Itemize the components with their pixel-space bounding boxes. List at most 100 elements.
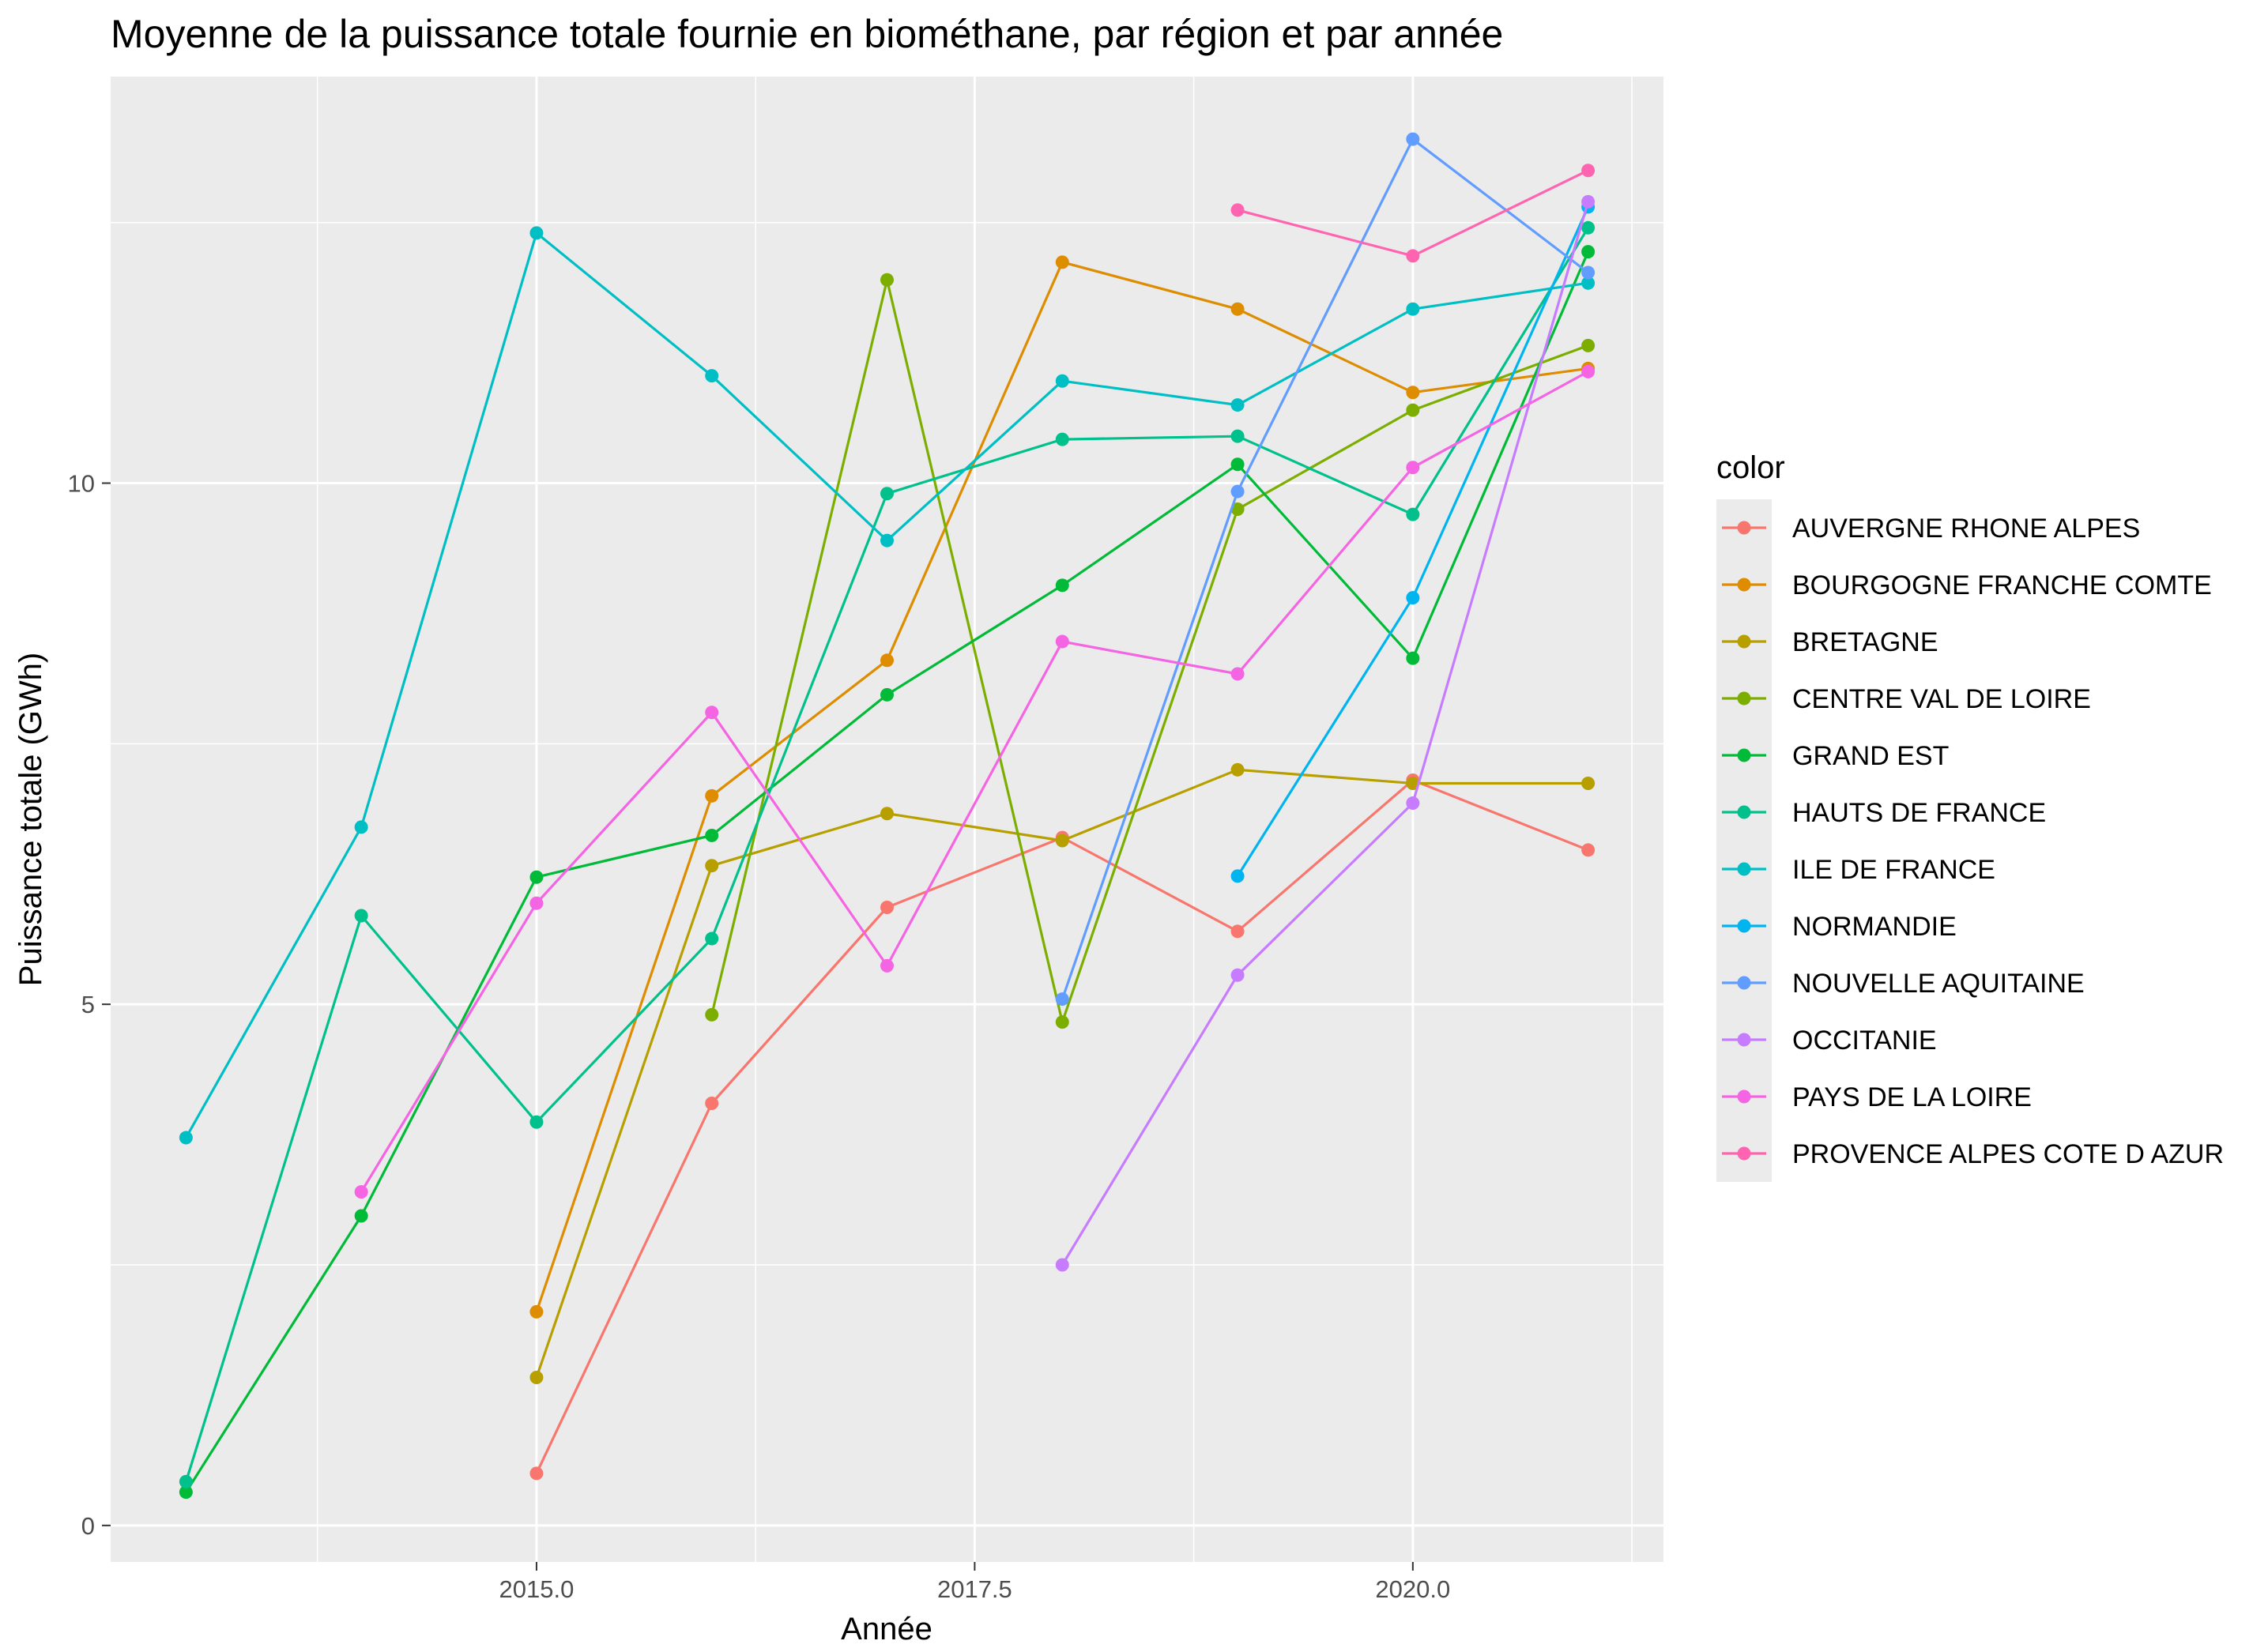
series-line-3 xyxy=(710,278,1589,1024)
series-8-point-0 xyxy=(1055,992,1069,1007)
legend-key-point-3 xyxy=(1737,691,1751,706)
legend-label-8: NOUVELLE AQUITAINE xyxy=(1792,969,2085,999)
series-9-point-3 xyxy=(1581,194,1596,209)
series-5-point-6 xyxy=(1230,429,1245,443)
x-tick-label-2: 2020.0 xyxy=(1375,1575,1450,1603)
series-3 xyxy=(705,273,1596,1029)
legend-label-10: PAYS DE LA LOIRE xyxy=(1792,1082,2032,1112)
series-7-point-1 xyxy=(1406,591,1420,605)
series-3-point-5 xyxy=(1581,338,1596,352)
legend-label-3: CENTRE VAL DE LOIRE xyxy=(1792,684,2091,714)
legend-key-point-7 xyxy=(1737,919,1751,933)
chart-title: Moyenne de la puissance totale fournie e… xyxy=(111,12,1503,56)
series-10 xyxy=(354,364,1596,1199)
series-0-point-2 xyxy=(880,900,894,914)
legend-item-3: CENTRE VAL DE LOIRE xyxy=(1722,684,2091,714)
x-tick-label-0: 2015.0 xyxy=(499,1575,575,1603)
series-4-point-1 xyxy=(354,1209,368,1223)
series-6-point-6 xyxy=(1230,398,1245,412)
axes: 2015.0 2017.5 2020.0 0 5 10 xyxy=(68,470,1451,1603)
series-2-point-3 xyxy=(1055,834,1069,848)
series-6-point-0 xyxy=(179,1131,193,1145)
series-6-point-2 xyxy=(529,226,544,240)
legend-label-9: OCCITANIE xyxy=(1792,1025,1937,1056)
legend-key-background xyxy=(1716,499,1772,1182)
series-4-point-3 xyxy=(705,828,719,842)
series-1-point-2 xyxy=(880,653,894,668)
series-3-point-3 xyxy=(1230,502,1245,517)
series-10-point-3 xyxy=(880,958,894,973)
x-tick-label-1: 2017.5 xyxy=(937,1575,1012,1603)
series-2-point-2 xyxy=(880,807,894,821)
series-6-point-4 xyxy=(880,533,894,548)
series-3-point-1 xyxy=(880,273,894,287)
legend-item-0: AUVERGNE RHONE ALPES xyxy=(1722,514,2140,544)
series-4-point-0 xyxy=(179,1485,193,1500)
legend-item-10: PAYS DE LA LOIRE xyxy=(1722,1082,2032,1112)
series-10-point-0 xyxy=(354,1185,368,1199)
series-2-point-6 xyxy=(1581,776,1596,790)
series-2-point-0 xyxy=(529,1370,544,1384)
series-7-point-0 xyxy=(1230,869,1245,883)
series-line-10 xyxy=(360,370,1589,1193)
series-1-point-0 xyxy=(529,1304,544,1319)
series-1-point-5 xyxy=(1406,386,1420,400)
series-6 xyxy=(179,226,1596,1145)
legend-label-6: ILE DE FRANCE xyxy=(1792,855,1995,885)
y-axis-title: Puissance totale (GWh) xyxy=(13,653,48,986)
series-4-point-7 xyxy=(1406,651,1420,665)
legend-item-6: ILE DE FRANCE xyxy=(1722,855,1995,885)
series-5-point-1 xyxy=(354,909,368,923)
legend-key-point-0 xyxy=(1737,521,1751,535)
series-5-point-4 xyxy=(880,487,894,501)
series-10-point-1 xyxy=(529,896,544,910)
grid xyxy=(111,77,1663,1562)
series-10-point-6 xyxy=(1406,461,1420,475)
legend-key-point-8 xyxy=(1737,976,1751,990)
series-2-point-5 xyxy=(1406,776,1420,790)
series-3-point-0 xyxy=(705,1007,719,1022)
series-6-point-1 xyxy=(354,820,368,834)
series-9-point-1 xyxy=(1230,968,1245,982)
series-5 xyxy=(179,220,1596,1488)
legend-label-4: GRAND EST xyxy=(1792,741,1949,771)
legend-key-point-6 xyxy=(1737,862,1751,876)
series-9-point-2 xyxy=(1406,796,1420,811)
series-8 xyxy=(1055,132,1596,1007)
legend-item-8: NOUVELLE AQUITAINE xyxy=(1722,969,2085,999)
legend-item-9: OCCITANIE xyxy=(1722,1025,1937,1056)
series-0-point-0 xyxy=(529,1466,544,1481)
legend-key-point-10 xyxy=(1737,1089,1751,1104)
y-tick-label-0: 0 xyxy=(81,1512,95,1540)
series-6-point-5 xyxy=(1055,374,1069,388)
x-axis-title: Année xyxy=(841,1612,932,1646)
series-4-point-6 xyxy=(1230,457,1245,472)
series-11-point-0 xyxy=(1230,203,1245,217)
series-5-point-3 xyxy=(705,931,719,946)
legend-key-point-11 xyxy=(1737,1146,1751,1161)
legend-item-2: BRETAGNE xyxy=(1722,627,1938,657)
series-0-point-6 xyxy=(1581,843,1596,857)
series-5-point-8 xyxy=(1581,220,1596,235)
legend-item-5: HAUTS DE FRANCE xyxy=(1722,798,2046,828)
y-tick-label-1: 5 xyxy=(81,991,95,1018)
series-11-point-1 xyxy=(1406,249,1420,263)
series-11-point-2 xyxy=(1581,164,1596,178)
legend-label-2: BRETAGNE xyxy=(1792,627,1938,657)
legend-label-1: BOURGOGNE FRANCHE COMTE xyxy=(1792,570,2212,600)
series-4-point-4 xyxy=(880,687,894,702)
series-10-point-5 xyxy=(1230,667,1245,681)
series-0-point-4 xyxy=(1230,924,1245,939)
series-5-point-0 xyxy=(179,1474,193,1488)
series-8-point-1 xyxy=(1230,484,1245,499)
legend-key-point-5 xyxy=(1737,805,1751,819)
series-3-point-4 xyxy=(1406,403,1420,417)
legend-key-point-9 xyxy=(1737,1033,1751,1047)
series-0-point-1 xyxy=(705,1097,719,1111)
series-10-point-2 xyxy=(705,706,719,720)
series-4-point-5 xyxy=(1055,578,1069,593)
series-4-point-8 xyxy=(1581,245,1596,259)
series-6-point-7 xyxy=(1406,302,1420,316)
series-1-point-1 xyxy=(705,788,719,803)
